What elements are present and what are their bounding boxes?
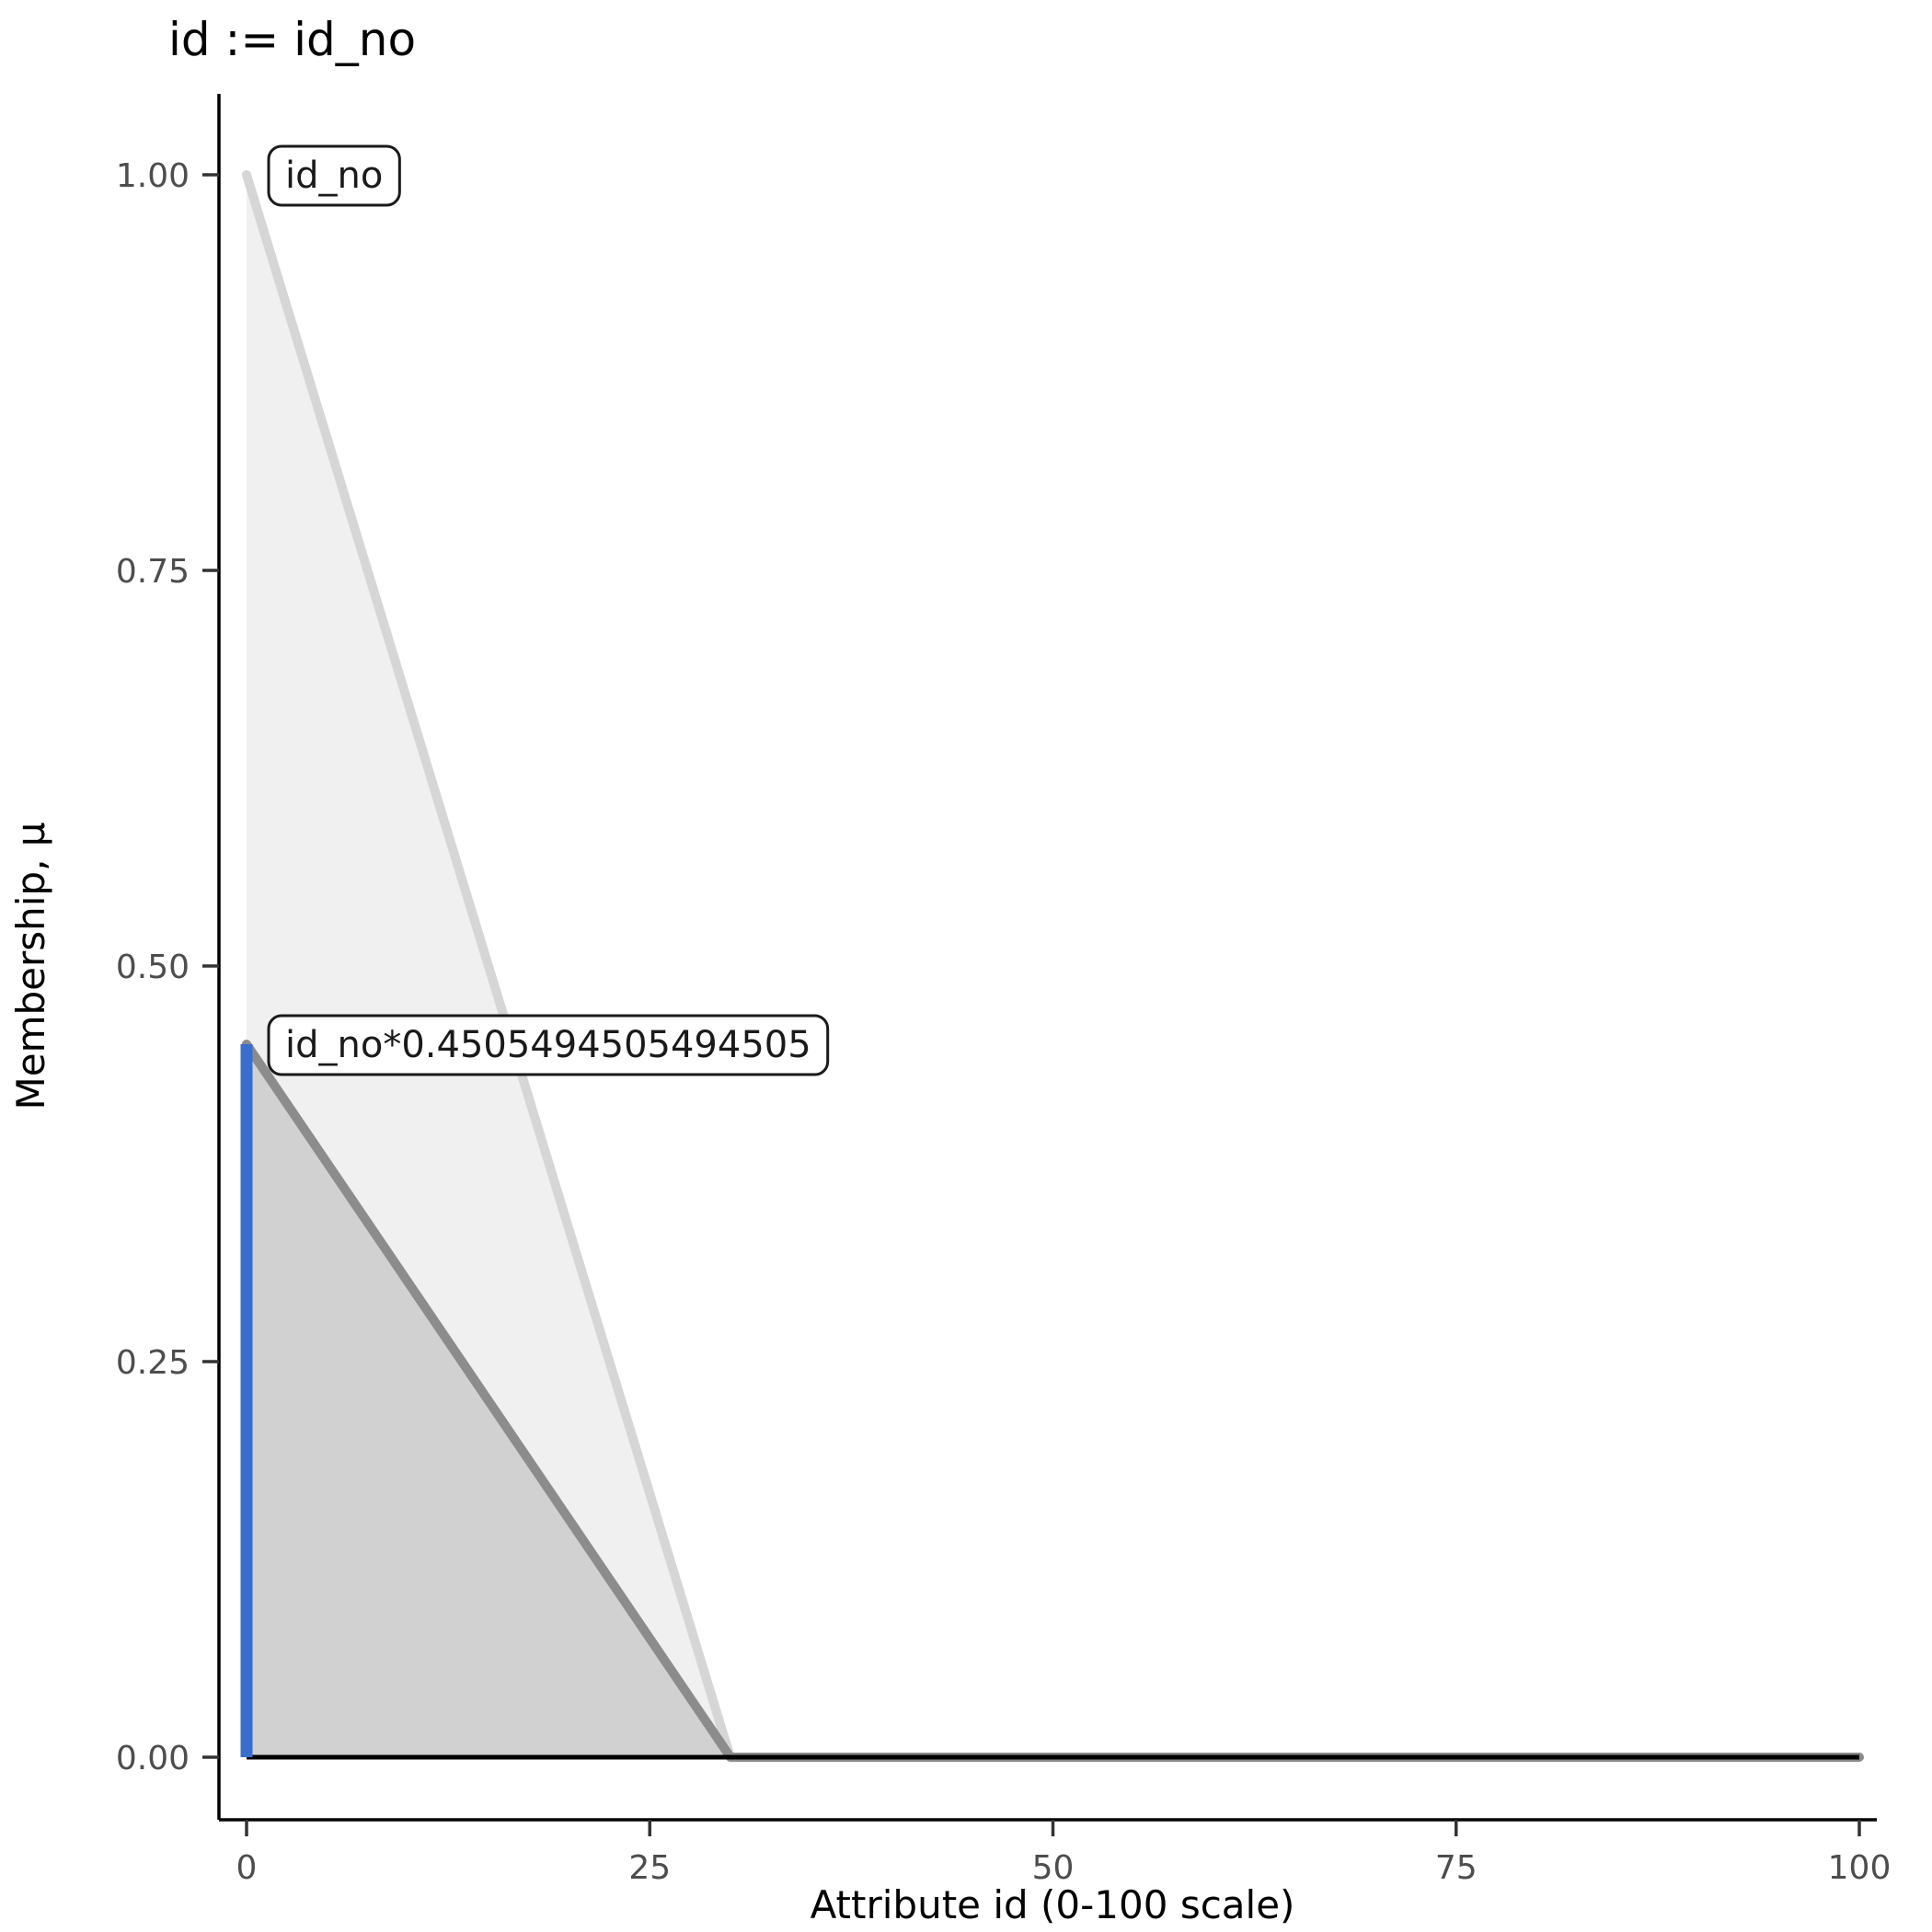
x-tick-label: 25 — [628, 1849, 671, 1887]
series-fill-id_no — [247, 175, 1859, 1757]
y-tick-label: 0.75 — [116, 553, 190, 591]
series-label-id_no-scaled: id_no*0.4505494505494505 — [267, 1014, 830, 1076]
axes: 0 25 50 75 100 0.00 0.25 0.50 0.75 1.00 — [116, 94, 1892, 1887]
y-tick-label: 0.25 — [116, 1344, 190, 1382]
x-tick-label: 0 — [236, 1849, 258, 1887]
chart-title: id := id_no — [168, 13, 416, 66]
x-tick-label: 50 — [1032, 1849, 1075, 1887]
x-tick-label: 100 — [1828, 1849, 1892, 1887]
series-label-text: id_no — [285, 155, 383, 197]
y-axis-label: Membership, μ — [8, 822, 53, 1110]
y-tick-label: 0.00 — [116, 1740, 190, 1777]
x-axis-label: Attribute id (0-100 scale) — [811, 1882, 1295, 1927]
x-tick-label: 75 — [1435, 1849, 1478, 1887]
series-label-text: id_no*0.4505494505494505 — [285, 1024, 811, 1066]
series-lines — [240, 170, 1864, 1762]
series-fill-id_no-scaled — [247, 1044, 1859, 1757]
series-label-box — [267, 144, 401, 207]
series-fills — [247, 175, 1859, 1757]
y-tick-label: 0.50 — [116, 949, 190, 986]
series-label-box — [267, 1014, 830, 1076]
series-labels: id_no id_no*0.4505494505494505 — [267, 144, 830, 1076]
series-label-id_no: id_no — [267, 144, 401, 207]
y-tick-label: 1.00 — [116, 157, 190, 195]
